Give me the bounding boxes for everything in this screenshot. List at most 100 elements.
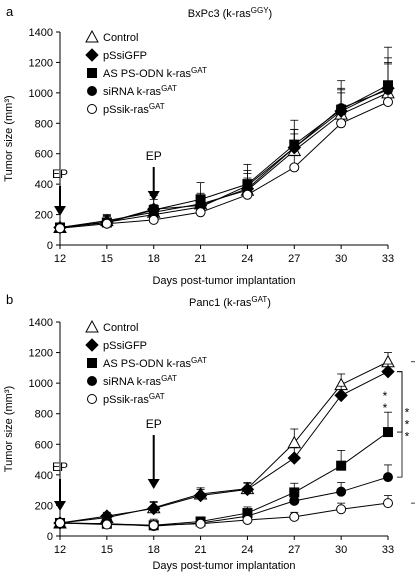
- data-point: [242, 189, 253, 200]
- legend-entry: pSsik-rasGAT: [103, 102, 165, 116]
- legend-entry: pSsiGFP: [103, 340, 147, 352]
- legend-marker: [87, 376, 97, 386]
- data-point: [242, 514, 253, 525]
- legend-marker: [85, 319, 99, 333]
- x-tick-label: 12: [54, 544, 66, 556]
- panel-letter: a: [6, 4, 14, 19]
- legend-entry: AS PS-ODN k-rasGAT: [103, 66, 207, 80]
- y-tick-label: 1000: [29, 378, 53, 390]
- significance-label: * *: [383, 389, 388, 415]
- legend-entry-sup: GAT: [161, 84, 177, 93]
- data-point: [383, 96, 393, 107]
- data-point: [193, 488, 208, 503]
- data-point: [55, 223, 65, 234]
- legend-entry-main: pSsiGFP: [103, 340, 147, 352]
- chart-title-sup: GGY: [251, 6, 269, 15]
- legend-entry: Control: [103, 32, 138, 44]
- legend-entry-sup: GAT: [191, 356, 207, 365]
- legend-entry-main: AS PS-ODN k-ras: [103, 358, 192, 370]
- ep-label: EP: [146, 149, 162, 163]
- chart-title: Panc1 (k-rasGAT): [189, 295, 271, 309]
- series-line: [59, 84, 389, 229]
- chart-title-main: Panc1 (k-ras: [189, 297, 252, 309]
- x-tick-label: 15: [101, 253, 113, 265]
- data-point: [148, 214, 159, 225]
- ep-label: EP: [52, 167, 68, 181]
- data-point: [336, 460, 347, 471]
- series-line: [59, 502, 389, 526]
- data-point: [101, 218, 112, 229]
- chart-title-suffix: ): [269, 8, 273, 20]
- y-tick-label: 1000: [29, 88, 53, 100]
- series-line: [59, 371, 389, 524]
- ep-arrow-head: [54, 206, 66, 216]
- series-pssigfp: [53, 57, 395, 235]
- significance-bracket: [397, 371, 403, 433]
- y-tick-label: 400: [35, 470, 53, 482]
- data-point: [55, 518, 65, 529]
- y-tick-label: 600: [35, 149, 53, 161]
- series-line: [59, 89, 389, 229]
- legend-marker: [87, 358, 97, 368]
- legend-entry-main: Control: [103, 32, 138, 44]
- y-tick-label: 800: [35, 409, 53, 421]
- legend-marker: [85, 29, 99, 43]
- y-tick-label: 200: [35, 500, 53, 512]
- legend-marker: [85, 48, 99, 62]
- legend-marker: [87, 104, 97, 114]
- chart-title-sup: GAT: [251, 295, 267, 304]
- data-point: [101, 519, 112, 530]
- legend-entry: siRNA k-rasGAT: [103, 84, 177, 98]
- data-point: [383, 498, 393, 509]
- series-line: [59, 476, 389, 527]
- y-tick-label: 400: [35, 179, 53, 191]
- data-point: [287, 451, 301, 465]
- y-tick-label: 1400: [29, 317, 53, 329]
- chart-panel-a: a BxPc3 (k-rasGGY) 12 15 18 21 24 27 30 33 0 200 400…: [3, 4, 395, 287]
- legend-marker: [87, 68, 97, 78]
- chart-title-suffix: ): [267, 297, 271, 309]
- panel-letter: b: [6, 292, 13, 307]
- bracket-line: [397, 371, 403, 478]
- legend-marker: [87, 394, 97, 404]
- data-point: [336, 504, 347, 515]
- data-point: [240, 482, 255, 497]
- legend-entry-sup: GAT: [191, 66, 207, 75]
- series-pssik-ras: [55, 83, 393, 234]
- data-point: [148, 520, 159, 531]
- x-tick-label: 12: [54, 253, 66, 265]
- legend-entry-main: AS PS-ODN k-ras: [103, 68, 192, 80]
- data-point: [383, 427, 393, 438]
- bracket-line: [411, 361, 415, 504]
- legend-entry-main: siRNA k-ras: [103, 376, 162, 388]
- y-tick-label: 0: [47, 240, 53, 252]
- x-tick-label: 33: [382, 253, 394, 265]
- ep-arrow-head: [147, 191, 160, 201]
- y-tick-label: 800: [35, 118, 53, 130]
- x-tick-label: 15: [101, 544, 113, 556]
- data-point: [195, 207, 206, 218]
- ep-label: EP: [146, 417, 162, 431]
- data-point: [289, 162, 300, 173]
- significance-label: * * *: [405, 405, 410, 443]
- legend-entry-main: Control: [103, 322, 138, 334]
- y-tick-label: 200: [35, 210, 53, 222]
- y-tick-label: 1200: [29, 348, 53, 360]
- x-tick-label: 27: [288, 253, 300, 265]
- legend-entry-sup: GAT: [149, 102, 165, 111]
- data-point: [289, 511, 300, 522]
- star: *: [405, 405, 410, 419]
- data-point: [336, 486, 347, 497]
- y-axis-label: Tumor size (mm³): [3, 386, 15, 472]
- ep-label: EP: [52, 460, 68, 474]
- legend-entry: pSsik-rasGAT: [103, 392, 165, 406]
- significance-bracket: [411, 361, 415, 504]
- series-line: [59, 101, 389, 229]
- y-axis-label: Tumor size (mm³): [3, 95, 15, 181]
- data-point: [195, 518, 206, 529]
- legend-marker: [87, 86, 97, 96]
- star: *: [405, 417, 410, 431]
- y-tick-label: 0: [47, 531, 53, 543]
- chart-title: BxPc3 (k-rasGGY): [188, 6, 272, 20]
